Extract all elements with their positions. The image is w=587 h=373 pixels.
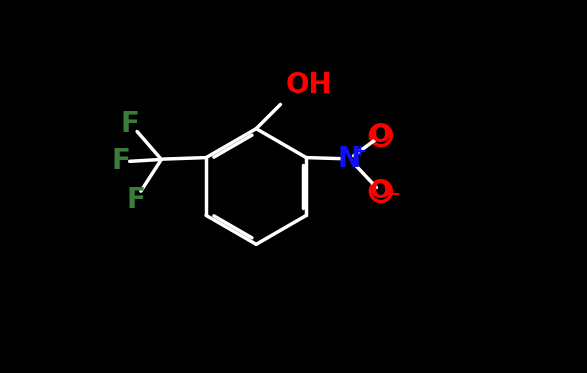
Text: O: O — [370, 123, 392, 147]
Text: −: − — [386, 186, 401, 204]
Text: +: + — [353, 144, 366, 159]
Text: F: F — [120, 110, 139, 138]
Text: N: N — [338, 145, 361, 173]
Text: OH: OH — [286, 71, 333, 99]
Text: O: O — [370, 179, 392, 203]
Text: F: F — [127, 186, 146, 214]
Text: F: F — [112, 147, 130, 175]
